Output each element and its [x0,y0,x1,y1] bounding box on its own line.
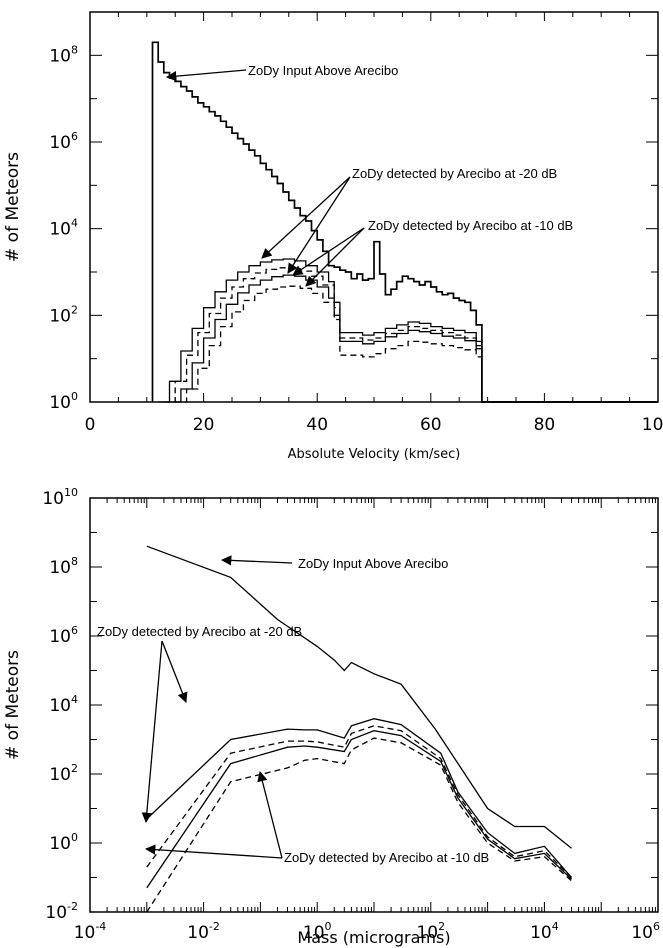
x-tick-label: 104 [530,920,559,943]
series-line-0 [146,545,572,849]
annotation-arrow [220,555,293,566]
y-tick-label: 106 [49,130,78,153]
annotation-arrow [292,227,365,276]
annotation-minus10db: ZoDy detected by Arecibo at -10 dB [368,218,573,233]
tick-group: 10-4 10-2 100 102 104 10610-21001021041061081… [42,486,660,943]
x-tick-label: 0 [85,415,96,435]
y-tick-label: 1010 [42,486,78,509]
annotation-arrow [165,69,247,82]
annotation-arrow [257,770,283,859]
annotation-arrow [141,640,163,824]
x-tick-label: 20 [193,415,215,435]
y-tick-label: 100 [49,390,78,413]
x-tick-label: 106 [631,920,660,943]
y-tick-label: 102 [49,303,78,326]
annotation-arrow [287,176,351,274]
y-tick-label: 102 [49,762,78,785]
y-tick-label: 100 [49,831,78,854]
y-tick-label: 106 [49,624,78,647]
annotation-minus10db: ZoDy detected by Arecibo at -10 dB [284,850,489,865]
y-axis-label: # of Meteors [3,650,23,760]
x-tick-label: 10-4 [74,920,107,943]
y-tick-label: 108 [49,43,78,66]
series-group [151,41,658,403]
x-axis-label: Mass (micrograms) [297,928,450,947]
x-tick-label: 100 [303,920,332,943]
series-line-3 [146,730,572,889]
mass-distribution-chart: 10-4 10-2 100 102 104 10610-21001021041061081… [3,486,660,947]
velocity-histogram-chart: 0 20 40 60 80 100 100 102 104 106 108 Absolute Vel… [3,11,663,462]
x-tick-label: 60 [420,415,442,435]
y-tick-label: 108 [49,555,78,578]
annotation-input: ZoDy Input Above Arecibo [298,556,448,571]
x-axis-label: Absolute Velocity (km/sec) [288,447,461,462]
series-line-2 [146,725,572,878]
series-line-1 [146,718,572,878]
series-line-2 [163,267,658,403]
y-tick-label: 104 [49,693,78,716]
y-tick-label: 104 [49,217,78,240]
series-line-1 [158,258,658,403]
y-axis-label: # of Meteors [3,152,23,262]
annotation-minus20db: ZoDy detected by Arecibo at -20 dB [352,166,557,181]
annotation-minus20db: ZoDy detected by Arecibo at -20 dB [97,624,302,639]
annotation-arrow [161,640,188,703]
x-tick-label: 100 [642,415,663,435]
series-line-0 [151,41,658,403]
series-group [146,545,572,913]
x-tick-label: 10-2 [187,920,220,943]
series-line-4 [146,737,572,913]
x-tick-label: 40 [306,415,328,435]
x-tick-label: 102 [416,920,445,943]
x-tick-label: 80 [534,415,556,435]
annotation-arrow [305,227,365,287]
series-line-3 [169,274,658,403]
annotation-arrow [144,844,283,859]
annotation-input: ZoDy Input Above Arecibo [248,63,398,78]
y-tick-label: 10-2 [45,900,78,923]
tick-group: 0 20 40 60 80 100 100 102 104 106 108 [49,12,663,435]
series-line-4 [175,285,658,403]
annotation-arrow [261,176,351,259]
